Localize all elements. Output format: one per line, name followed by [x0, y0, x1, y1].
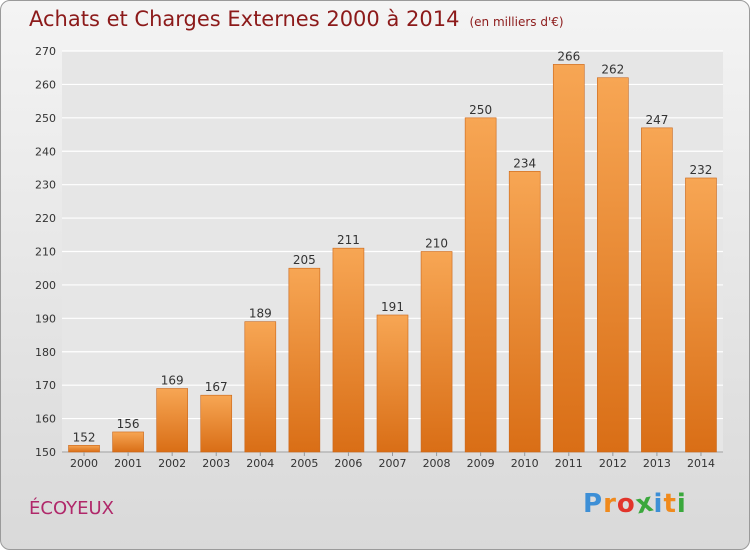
bar: [508, 171, 541, 453]
bar: [332, 247, 365, 453]
x-tick-label: 2011: [555, 457, 583, 470]
x-tick-label: 2002: [158, 457, 186, 470]
logo-letter: P: [583, 489, 604, 519]
y-tick-label: 250: [35, 112, 56, 125]
bar: [244, 321, 277, 453]
logo-letter: o: [616, 489, 636, 519]
bar-value-label: 167: [205, 380, 228, 394]
bar: [200, 394, 233, 453]
x-tick-label: 2008: [423, 457, 451, 470]
logo-letter: t: [663, 489, 677, 519]
y-tick-label: 190: [35, 312, 56, 325]
y-tick-label: 180: [35, 346, 56, 359]
bar-value-label: 152: [73, 430, 96, 444]
unit-label: (en milliers d'€): [469, 15, 564, 29]
chart-title: Achats et Charges Externes 2000 à 2014 (e…: [29, 7, 564, 31]
bar: [641, 127, 673, 453]
place-name: ÉCOYEUX: [29, 498, 114, 519]
bar-value-label: 191: [381, 300, 404, 314]
logo-letter: r: [603, 489, 617, 519]
x-tick-label: 2009: [467, 457, 495, 470]
bar-value-label: 169: [161, 374, 184, 388]
x-tick-label: 2001: [114, 457, 142, 470]
bar-value-label: 156: [117, 417, 140, 431]
y-tick-label: 200: [35, 279, 56, 292]
x-tick-label: 2005: [290, 457, 318, 470]
x-tick-label: 2003: [202, 457, 230, 470]
bar: [464, 117, 497, 453]
bar-value-label: 234: [513, 156, 536, 170]
bar: [156, 388, 188, 453]
x-tick-label: 2004: [246, 457, 274, 470]
bar: [288, 267, 321, 453]
x-tick-label: 2012: [599, 457, 627, 470]
bar-value-label: 262: [601, 63, 624, 77]
bar-value-label: 205: [293, 253, 316, 267]
bar: [112, 431, 144, 453]
bar: [68, 445, 100, 453]
bar: [597, 77, 629, 453]
bar-value-label: 250: [469, 103, 492, 117]
y-tick-label: 270: [35, 45, 56, 58]
title-text: Achats et Charges Externes 2000 à 2014: [29, 7, 460, 31]
bar: [685, 177, 717, 453]
y-tick-label: 240: [35, 145, 56, 158]
bar: [420, 251, 453, 453]
logo-letter: i: [653, 489, 664, 519]
y-tick-label: 160: [35, 413, 56, 426]
bar-value-label: 211: [337, 233, 360, 247]
x-tick-label: 2010: [511, 457, 539, 470]
bar-value-label: 189: [249, 307, 272, 321]
logo-letter: i: [676, 489, 687, 519]
x-tick-label: 2006: [334, 457, 362, 470]
y-tick-label: 150: [35, 446, 56, 459]
bar-value-label: 247: [645, 113, 668, 127]
x-tick-label: 2007: [379, 457, 407, 470]
bar: [552, 64, 585, 453]
y-tick-label: 170: [35, 379, 56, 392]
bar: [376, 314, 409, 453]
y-tick-label: 230: [35, 179, 56, 192]
x-tick-label: 2000: [70, 457, 98, 470]
bar-value-label: 266: [557, 49, 580, 63]
x-tick-label: 2014: [687, 457, 715, 470]
y-tick-label: 260: [35, 78, 56, 91]
y-tick-label: 220: [35, 212, 56, 225]
proxiti-logo: Proxiti: [583, 487, 687, 520]
bar-value-label: 210: [425, 237, 448, 251]
y-tick-label: 210: [35, 246, 56, 259]
x-tick-label: 2013: [643, 457, 671, 470]
bar-value-label: 232: [690, 163, 713, 177]
